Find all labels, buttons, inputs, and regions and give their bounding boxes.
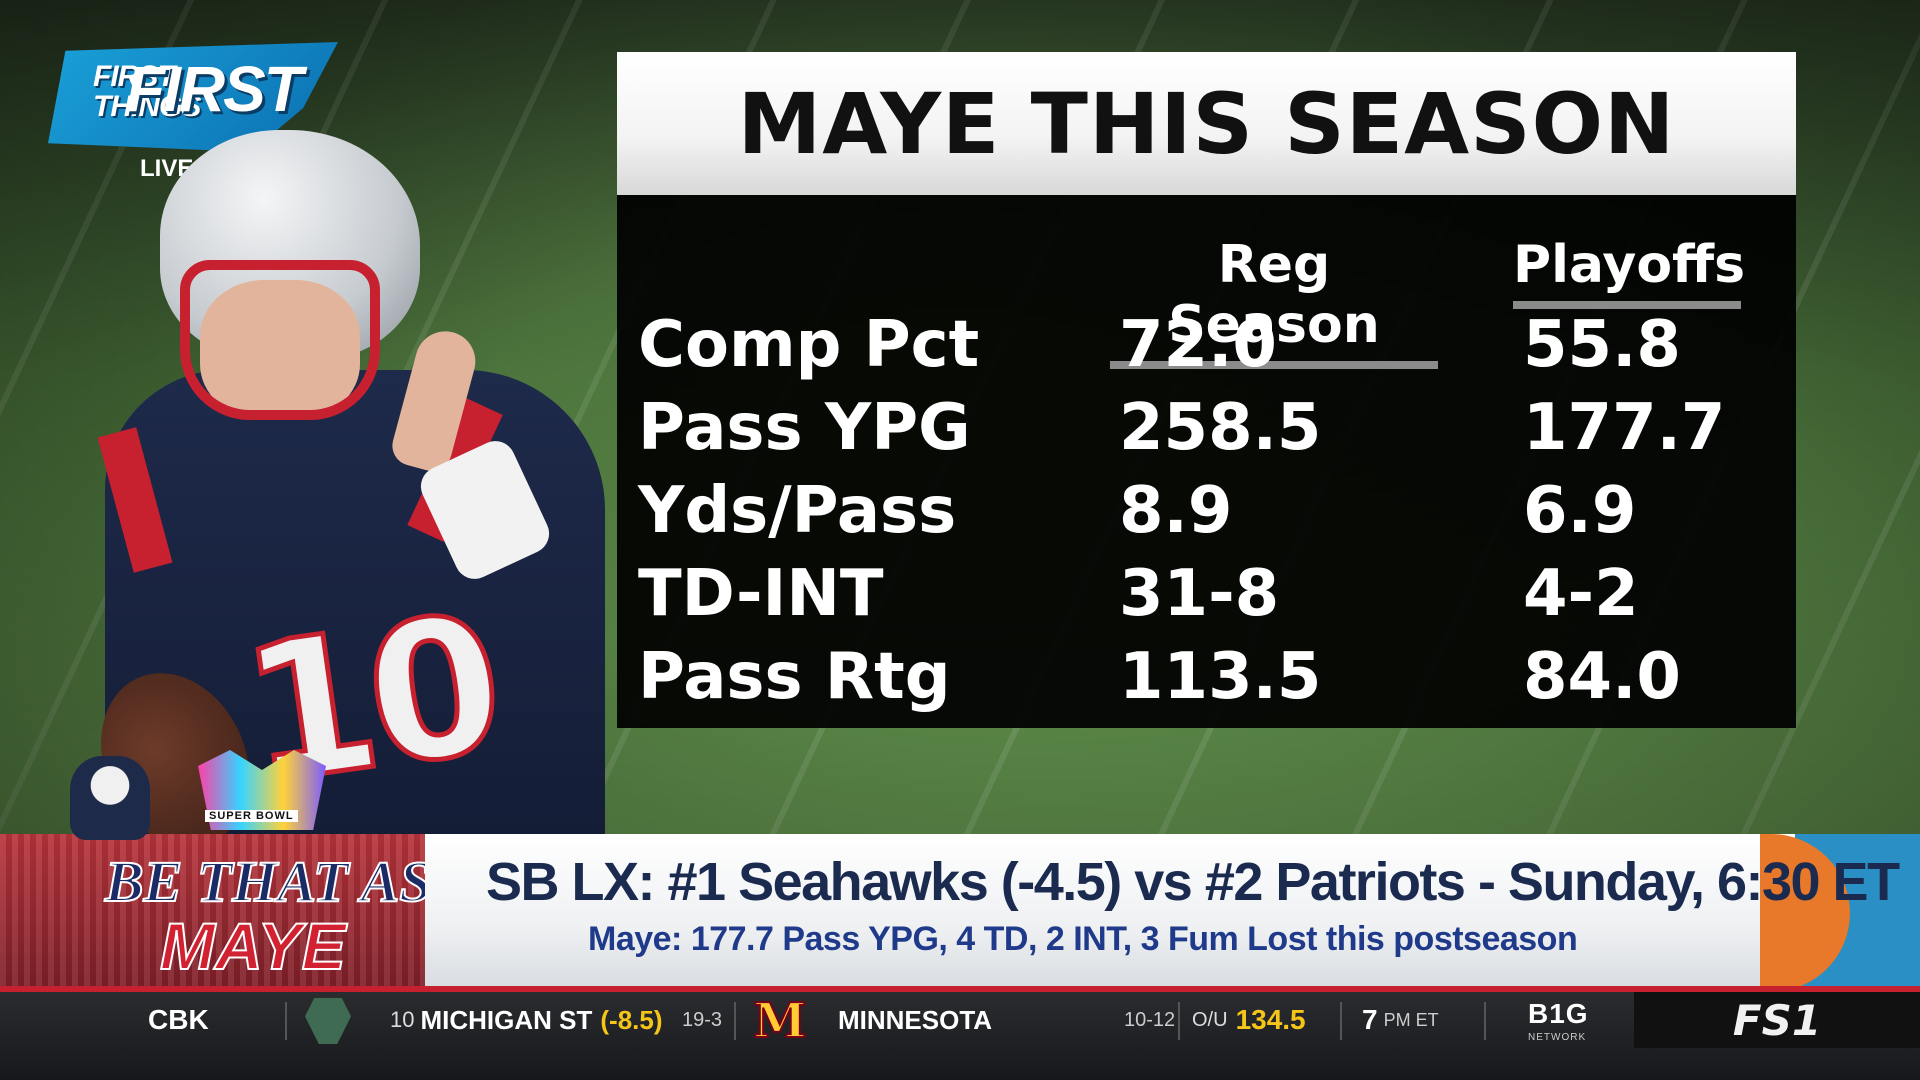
player-avatar xyxy=(70,756,150,840)
lower-third: BE THAT AS IT MAYE SUPER BOWL SB LX: #1 … xyxy=(0,750,1920,992)
ticker-time-suffix: PM ET xyxy=(1383,1009,1439,1030)
stats-table: Reg Season Playoffs Comp Pct 72.0 55.8 P… xyxy=(617,195,1796,728)
ticker-home-record: 10-12 xyxy=(1124,1008,1176,1031)
column-underline xyxy=(1513,301,1741,309)
value-playoffs-pass-ypg: 177.7 xyxy=(1523,391,1726,465)
ticker-divider xyxy=(1340,1002,1342,1040)
column-header-label: Reg Season xyxy=(1168,235,1380,355)
logo-big-text: FIRST xyxy=(126,53,303,125)
show-logo: FIRST THINGS FIRST xyxy=(40,42,340,172)
value-reg-comp-pct: 72.0 xyxy=(1119,308,1277,382)
stats-panel-header: MAYE THIS SEASON xyxy=(617,52,1796,195)
michigan-state-logo-icon xyxy=(305,998,351,1044)
column-header-reg-season: Reg Season xyxy=(1110,235,1438,369)
player-image: 10 xyxy=(73,130,645,872)
row-label-pass-ypg: Pass YPG xyxy=(638,391,971,465)
value-reg-pass-rtg: 113.5 xyxy=(1119,640,1322,714)
row-label-td-int: TD-INT xyxy=(638,557,884,631)
facemask xyxy=(180,260,380,420)
row-label-comp-pct: Comp Pct xyxy=(638,308,980,382)
row-label-yds-pass: Yds/Pass xyxy=(638,474,957,548)
ticker-away-rank: 10 xyxy=(390,1007,415,1032)
value-reg-pass-ypg: 258.5 xyxy=(1119,391,1322,465)
lower-third-divider xyxy=(0,986,1920,992)
value-playoffs-comp-pct: 55.8 xyxy=(1523,308,1681,382)
ticker-divider xyxy=(285,1002,287,1040)
subheadline: Maye: 177.7 Pass YPG, 4 TD, 2 INT, 3 Fum… xyxy=(588,920,1578,958)
segment-title-line1: BE THAT AS IT xyxy=(104,848,425,915)
ticker-away-team: 10 MICHIGAN ST (-8.5) xyxy=(390,992,663,1048)
ticker-league: CBK xyxy=(148,1004,209,1035)
headline: SB LX: #1 Seahawks (-4.5) vs #2 Patriots… xyxy=(486,852,1900,912)
ticker-away-record: 19-3 xyxy=(682,1008,723,1031)
ticker-home-name: MINNESOTA xyxy=(838,1004,993,1035)
value-reg-yds-pass: 8.9 xyxy=(1119,474,1233,548)
stadium-stands xyxy=(0,834,425,992)
row-label-pass-rtg: Pass Rtg xyxy=(638,640,951,714)
minnesota-logo-icon: M xyxy=(752,993,807,1049)
value-playoffs-yds-pass: 6.9 xyxy=(1523,474,1637,548)
ticker-network: B1G xyxy=(1528,998,1589,1029)
ticker-divider xyxy=(1178,1002,1180,1040)
value-playoffs-pass-rtg: 84.0 xyxy=(1523,640,1681,714)
segment-art: BE THAT AS IT MAYE xyxy=(0,834,425,992)
score-ticker: CBK 10 MICHIGAN ST (-8.5) 19-3 M MINNESO… xyxy=(0,992,1920,1080)
ticker-away-name: MICHIGAN ST xyxy=(420,1004,593,1035)
ticker-game-time: 7 PM ET xyxy=(1362,992,1439,1048)
ticker-divider xyxy=(734,1002,736,1040)
ticker-over-under: O/U 134.5 xyxy=(1192,992,1306,1048)
stats-panel: MAYE THIS SEASON Reg Season Playoffs Com… xyxy=(617,52,1796,728)
ticker-divider xyxy=(1484,1002,1486,1040)
column-header-label: Playoffs xyxy=(1513,235,1746,295)
ticker-time: 7 xyxy=(1362,1004,1378,1035)
column-underline xyxy=(1110,361,1438,369)
super-bowl-logo-label: SUPER BOWL xyxy=(205,810,298,822)
ticker-ou-total: 134.5 xyxy=(1235,1004,1306,1035)
lower-third-bar xyxy=(425,834,1920,992)
value-reg-td-int: 31-8 xyxy=(1119,557,1280,631)
ticker-ou-label: O/U xyxy=(1192,1008,1228,1031)
column-header-playoffs: Playoffs xyxy=(1513,235,1745,309)
value-playoffs-td-int: 4-2 xyxy=(1523,557,1639,631)
stats-title: MAYE THIS SEASON xyxy=(737,74,1676,173)
channel-logo: FS1 xyxy=(1634,992,1920,1048)
ticker-away-spread: (-8.5) xyxy=(600,1004,663,1035)
ticker-network-sub: NETWORK xyxy=(1528,1032,1587,1043)
segment-title-line2: MAYE xyxy=(159,908,347,984)
